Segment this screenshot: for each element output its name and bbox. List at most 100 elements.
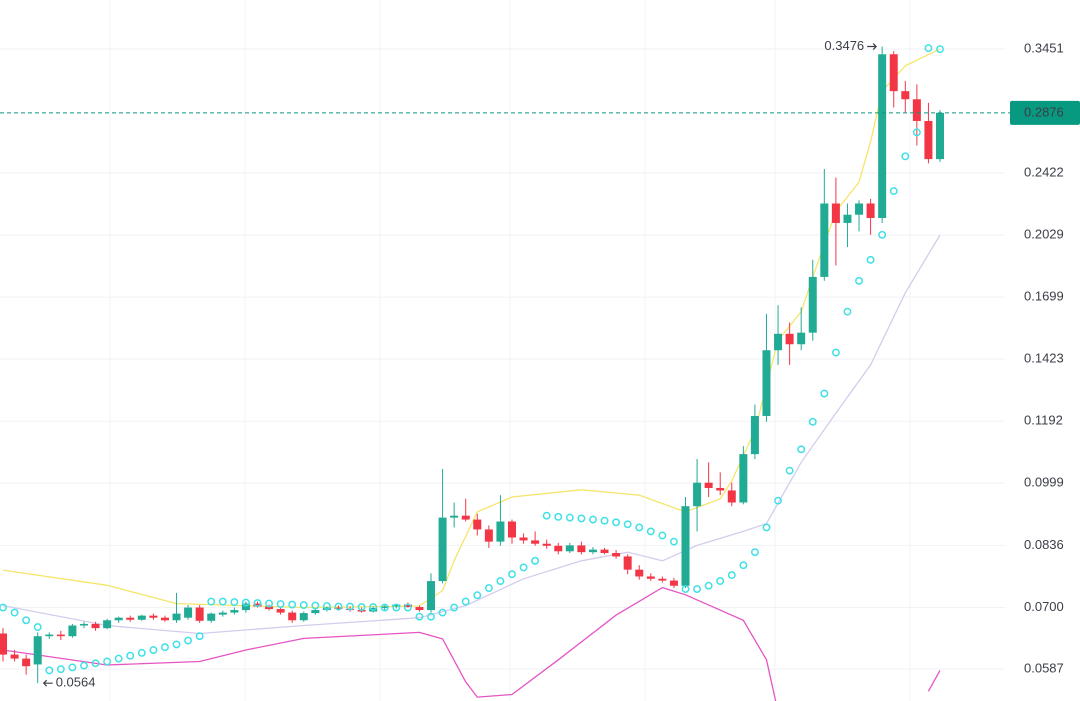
candle-body: [565, 545, 574, 552]
y-tick-label: 0.0999: [1024, 474, 1064, 489]
y-tick-label: 0.0587: [1024, 661, 1064, 676]
y-tick-label: 0.1699: [1024, 289, 1064, 304]
sar-dot: [901, 152, 910, 161]
sar-dot: [114, 654, 123, 663]
sar-dot: [635, 523, 644, 532]
sar-dot: [403, 603, 412, 612]
candle-body: [91, 623, 100, 629]
sar-dot: [172, 640, 181, 649]
sar-dot: [554, 512, 563, 521]
sar-dot: [22, 616, 31, 625]
sar-dot: [820, 389, 829, 398]
sar-dot: [149, 646, 158, 654]
candle-body: [600, 549, 609, 554]
candle-body: [820, 203, 829, 277]
y-tick-label: 0.1192: [1024, 413, 1063, 428]
y-tick-label: 0.3451: [1024, 40, 1064, 55]
sar-dot: [577, 514, 586, 523]
sar-dot: [427, 612, 435, 621]
sar-dot: [241, 598, 250, 607]
candle-body: [588, 549, 597, 553]
sar-dot: [646, 527, 655, 536]
sar-dot: [161, 643, 169, 652]
candle-body: [612, 553, 621, 557]
sar-dot: [878, 230, 887, 239]
candle-body: [22, 658, 31, 667]
sar-dot: [589, 515, 597, 524]
high-label: 0.3476: [824, 38, 864, 53]
candle-body: [681, 506, 690, 586]
candle-body: [438, 517, 447, 582]
candle-body: [554, 545, 563, 552]
candle-body: [924, 120, 933, 160]
candle-body: [473, 519, 482, 530]
sar-dot: [797, 445, 806, 454]
sar-dot: [600, 516, 609, 525]
sar-dot: [126, 651, 135, 660]
sar-dot: [531, 556, 540, 565]
candle-body: [936, 112, 944, 160]
y-tick-label: 0.2029: [1024, 226, 1064, 241]
candle-body: [808, 276, 817, 333]
candle-body: [739, 454, 748, 503]
candle-body: [750, 415, 759, 455]
sar-dot: [33, 623, 42, 632]
sar-dot: [831, 348, 840, 357]
candle-body: [184, 607, 193, 618]
candle-body: [461, 515, 470, 520]
candle-body: [843, 214, 852, 223]
candle-body: [774, 333, 783, 351]
low-arrow: [42, 679, 53, 687]
sar-dot: [739, 561, 748, 570]
sar-dot: [68, 663, 77, 672]
candle-body: [855, 203, 864, 215]
candle-body: [762, 350, 771, 416]
candle-body: [658, 578, 667, 581]
candle-body: [126, 617, 135, 620]
sar-dot: [369, 603, 378, 611]
sar-dot: [380, 603, 389, 612]
sar-dot: [785, 466, 794, 475]
sar-dot: [693, 585, 702, 593]
sar-dot: [334, 602, 343, 611]
sar-dot: [265, 599, 274, 608]
candle-body: [450, 515, 459, 518]
candle-body: [149, 615, 158, 618]
sar-dot: [103, 657, 112, 666]
candle-body: [56, 634, 65, 637]
candle-body: [299, 613, 308, 621]
candle-body: [519, 537, 528, 541]
sar-dot: [484, 584, 493, 593]
candle-body: [531, 540, 540, 544]
candle-body: [889, 54, 898, 92]
high-arrow: [867, 43, 878, 50]
sar-dot: [322, 602, 331, 610]
sar-dot: [10, 608, 19, 617]
candle-body: [716, 487, 725, 491]
candle-body: [311, 610, 320, 614]
candle-body: [797, 332, 806, 345]
candle-body: [137, 615, 146, 620]
candle-body: [727, 490, 736, 503]
candle-body: [380, 606, 389, 609]
candle-body: [265, 606, 274, 610]
sar-dot: [56, 665, 65, 674]
y-tick-label: 0.0836: [1024, 537, 1064, 552]
candle-body: [866, 203, 875, 218]
candle-body: [693, 482, 702, 507]
sar-dot: [299, 601, 308, 610]
y-tick-label: 0.0700: [1024, 599, 1064, 614]
sar-dot: [808, 417, 817, 426]
candle-body: [669, 580, 678, 586]
sar-dot: [669, 537, 678, 546]
candle-body: [230, 610, 239, 613]
candle-body: [704, 482, 713, 488]
candle-body: [79, 623, 88, 626]
sar-dot: [623, 520, 632, 529]
sar-dot: [195, 632, 204, 641]
sar-dot: [80, 661, 88, 670]
sar-dot: [415, 612, 424, 621]
sar-dot: [658, 531, 667, 540]
last-price-label: 0.2876: [1024, 104, 1064, 119]
